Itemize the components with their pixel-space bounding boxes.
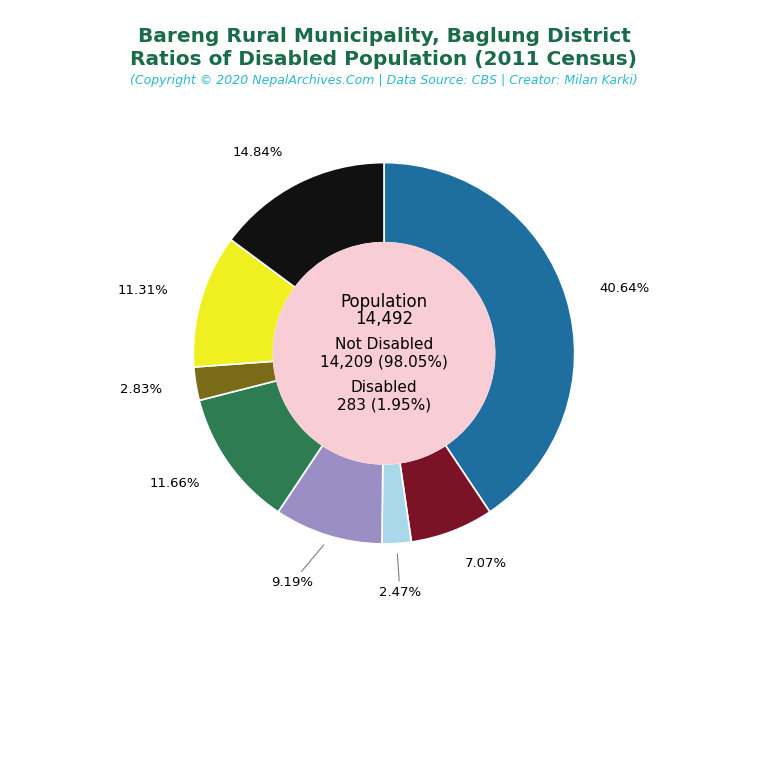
Wedge shape xyxy=(194,361,276,400)
Wedge shape xyxy=(384,163,574,512)
Text: 11.31%: 11.31% xyxy=(118,284,168,297)
Text: Bareng Rural Municipality, Baglung District: Bareng Rural Municipality, Baglung Distr… xyxy=(137,27,631,46)
Text: 14,492: 14,492 xyxy=(355,310,413,328)
Text: 14,209 (98.05%): 14,209 (98.05%) xyxy=(320,354,448,369)
Text: 11.66%: 11.66% xyxy=(150,477,200,490)
Wedge shape xyxy=(194,240,295,367)
Text: 7.07%: 7.07% xyxy=(465,557,507,570)
Text: 2.47%: 2.47% xyxy=(379,554,421,600)
Text: 283 (1.95%): 283 (1.95%) xyxy=(337,397,431,412)
Text: Not Disabled: Not Disabled xyxy=(335,337,433,353)
Text: 9.19%: 9.19% xyxy=(271,545,323,589)
Text: (Copyright © 2020 NepalArchives.Com | Data Source: CBS | Creator: Milan Karki): (Copyright © 2020 NepalArchives.Com | Da… xyxy=(130,74,638,88)
Wedge shape xyxy=(231,163,384,287)
Wedge shape xyxy=(278,445,382,544)
Wedge shape xyxy=(382,463,412,544)
Circle shape xyxy=(273,243,495,464)
Text: 40.64%: 40.64% xyxy=(599,282,650,295)
Text: 14.84%: 14.84% xyxy=(233,146,283,159)
Text: Ratios of Disabled Population (2011 Census): Ratios of Disabled Population (2011 Cens… xyxy=(131,50,637,69)
Text: Population: Population xyxy=(340,293,428,311)
Wedge shape xyxy=(400,445,490,542)
Text: Disabled: Disabled xyxy=(351,380,417,395)
Wedge shape xyxy=(199,381,323,512)
Text: 2.83%: 2.83% xyxy=(120,382,162,396)
